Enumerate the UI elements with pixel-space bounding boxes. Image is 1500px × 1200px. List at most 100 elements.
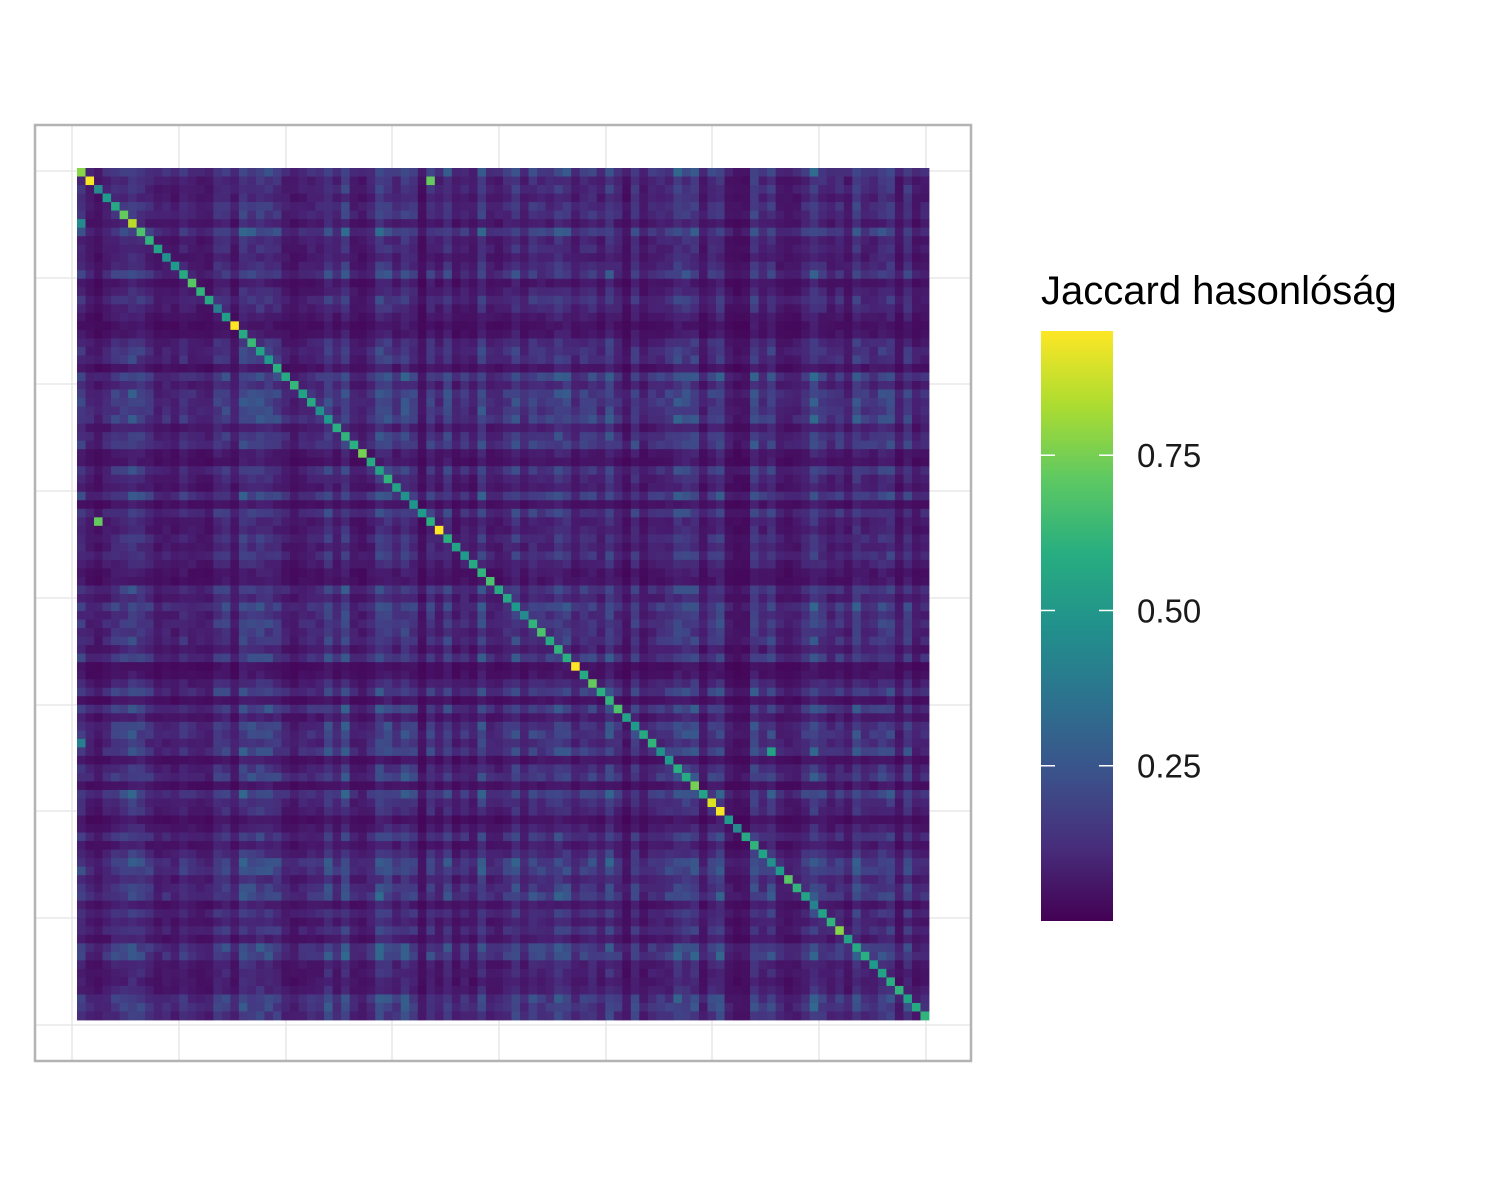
heatmap-cell-diagonal xyxy=(349,440,359,450)
heatmap-cell xyxy=(238,193,248,203)
heatmap-cell xyxy=(153,321,163,331)
heatmap-cell xyxy=(494,202,504,211)
heatmap-cell xyxy=(204,415,214,424)
heatmap-cell xyxy=(460,321,470,331)
heatmap-cell xyxy=(826,381,836,390)
heatmap-cell xyxy=(281,449,291,459)
heatmap-cell xyxy=(247,261,257,271)
heatmap-cell xyxy=(860,440,870,450)
heatmap-cell xyxy=(392,321,402,331)
heatmap-cell xyxy=(656,210,666,220)
heatmap-cell xyxy=(511,491,521,501)
heatmap-cell xyxy=(230,236,240,246)
heatmap-cell xyxy=(724,525,734,535)
heatmap-cell xyxy=(221,168,231,177)
heatmap-cell xyxy=(85,338,95,348)
heatmap-cell xyxy=(579,500,589,510)
heatmap-cell xyxy=(341,449,351,459)
heatmap-cell xyxy=(196,432,206,442)
heatmap-cell xyxy=(605,372,615,382)
heatmap-cell xyxy=(716,457,725,467)
heatmap-cell xyxy=(213,500,223,510)
heatmap-cell xyxy=(332,381,342,390)
heatmap-cell xyxy=(664,466,674,476)
heatmap-cell xyxy=(758,270,768,280)
heatmap-cell xyxy=(281,227,291,237)
heatmap-cell xyxy=(528,185,538,194)
heatmap-cell xyxy=(383,193,393,203)
heatmap-cell xyxy=(698,329,708,339)
heatmap-cell xyxy=(911,304,921,314)
heatmap-cell xyxy=(290,440,299,450)
heatmap-cell xyxy=(145,355,155,365)
heatmap-cell xyxy=(366,321,376,331)
heatmap-cell xyxy=(767,491,777,501)
heatmap-cell xyxy=(630,304,640,314)
heatmap-cell xyxy=(741,406,751,416)
heatmap-cell xyxy=(920,517,930,527)
heatmap-cell xyxy=(230,193,240,203)
heatmap-cell xyxy=(238,253,248,263)
heatmap-cell xyxy=(647,287,657,297)
heatmap-cell xyxy=(77,449,86,459)
heatmap-cell xyxy=(528,168,538,177)
heatmap-cell xyxy=(613,500,623,510)
heatmap-cell xyxy=(903,278,913,288)
heatmap-cell xyxy=(434,304,444,314)
heatmap-cell-diagonal xyxy=(366,457,376,467)
heatmap-cell xyxy=(85,287,95,297)
heatmap-cell xyxy=(349,355,359,365)
heatmap-cell xyxy=(426,491,436,501)
heatmap-cell xyxy=(716,585,725,595)
heatmap-cell xyxy=(119,329,129,339)
heatmap-cell xyxy=(366,312,376,322)
heatmap-cell xyxy=(716,261,725,271)
heatmap-cell xyxy=(349,491,359,501)
heatmap-cell xyxy=(238,363,248,373)
heatmap-cell xyxy=(818,449,828,459)
heatmap-cell xyxy=(775,278,785,288)
heatmap-cell xyxy=(111,321,120,331)
heatmap-cell xyxy=(869,483,879,493)
heatmap-cell xyxy=(630,227,640,237)
heatmap-cell xyxy=(707,312,717,322)
heatmap-cell xyxy=(716,517,725,527)
heatmap-cell xyxy=(119,449,129,459)
heatmap-cell xyxy=(681,381,691,390)
heatmap-cell xyxy=(758,466,768,476)
heatmap-cell xyxy=(801,474,811,484)
heatmap-cell xyxy=(588,219,598,229)
heatmap-cell xyxy=(520,295,529,305)
heatmap-cell-diagonal xyxy=(119,210,129,220)
heatmap-cell xyxy=(392,287,402,297)
heatmap-cell xyxy=(767,466,777,476)
heatmap-cell xyxy=(520,559,529,569)
heatmap-cell xyxy=(477,491,487,501)
heatmap-cell xyxy=(145,176,155,186)
heatmap-cell xyxy=(460,236,470,246)
heatmap-cell xyxy=(545,585,555,595)
heatmap-cell xyxy=(366,381,376,390)
heatmap-cell xyxy=(767,432,777,442)
heatmap-cell xyxy=(562,500,572,510)
heatmap-cell xyxy=(520,525,529,535)
heatmap-cell xyxy=(698,542,708,552)
heatmap-cell xyxy=(528,287,538,297)
heatmap-cell xyxy=(818,236,828,246)
heatmap-cell xyxy=(485,398,495,407)
heatmap-cell xyxy=(852,363,862,373)
heatmap-cell xyxy=(204,227,214,237)
heatmap-cell xyxy=(247,551,257,561)
heatmap-cell xyxy=(349,585,359,595)
heatmap-cell xyxy=(835,440,845,450)
heatmap-cell xyxy=(562,457,572,467)
heatmap-cell xyxy=(179,304,189,314)
heatmap-cell xyxy=(528,363,538,373)
heatmap-cell xyxy=(562,568,572,578)
heatmap-cell xyxy=(656,168,666,177)
heatmap-cell xyxy=(775,381,785,390)
heatmap-cell xyxy=(290,227,299,237)
heatmap-cell xyxy=(221,346,231,356)
heatmap-cell xyxy=(196,559,206,569)
heatmap-cell xyxy=(656,270,666,280)
